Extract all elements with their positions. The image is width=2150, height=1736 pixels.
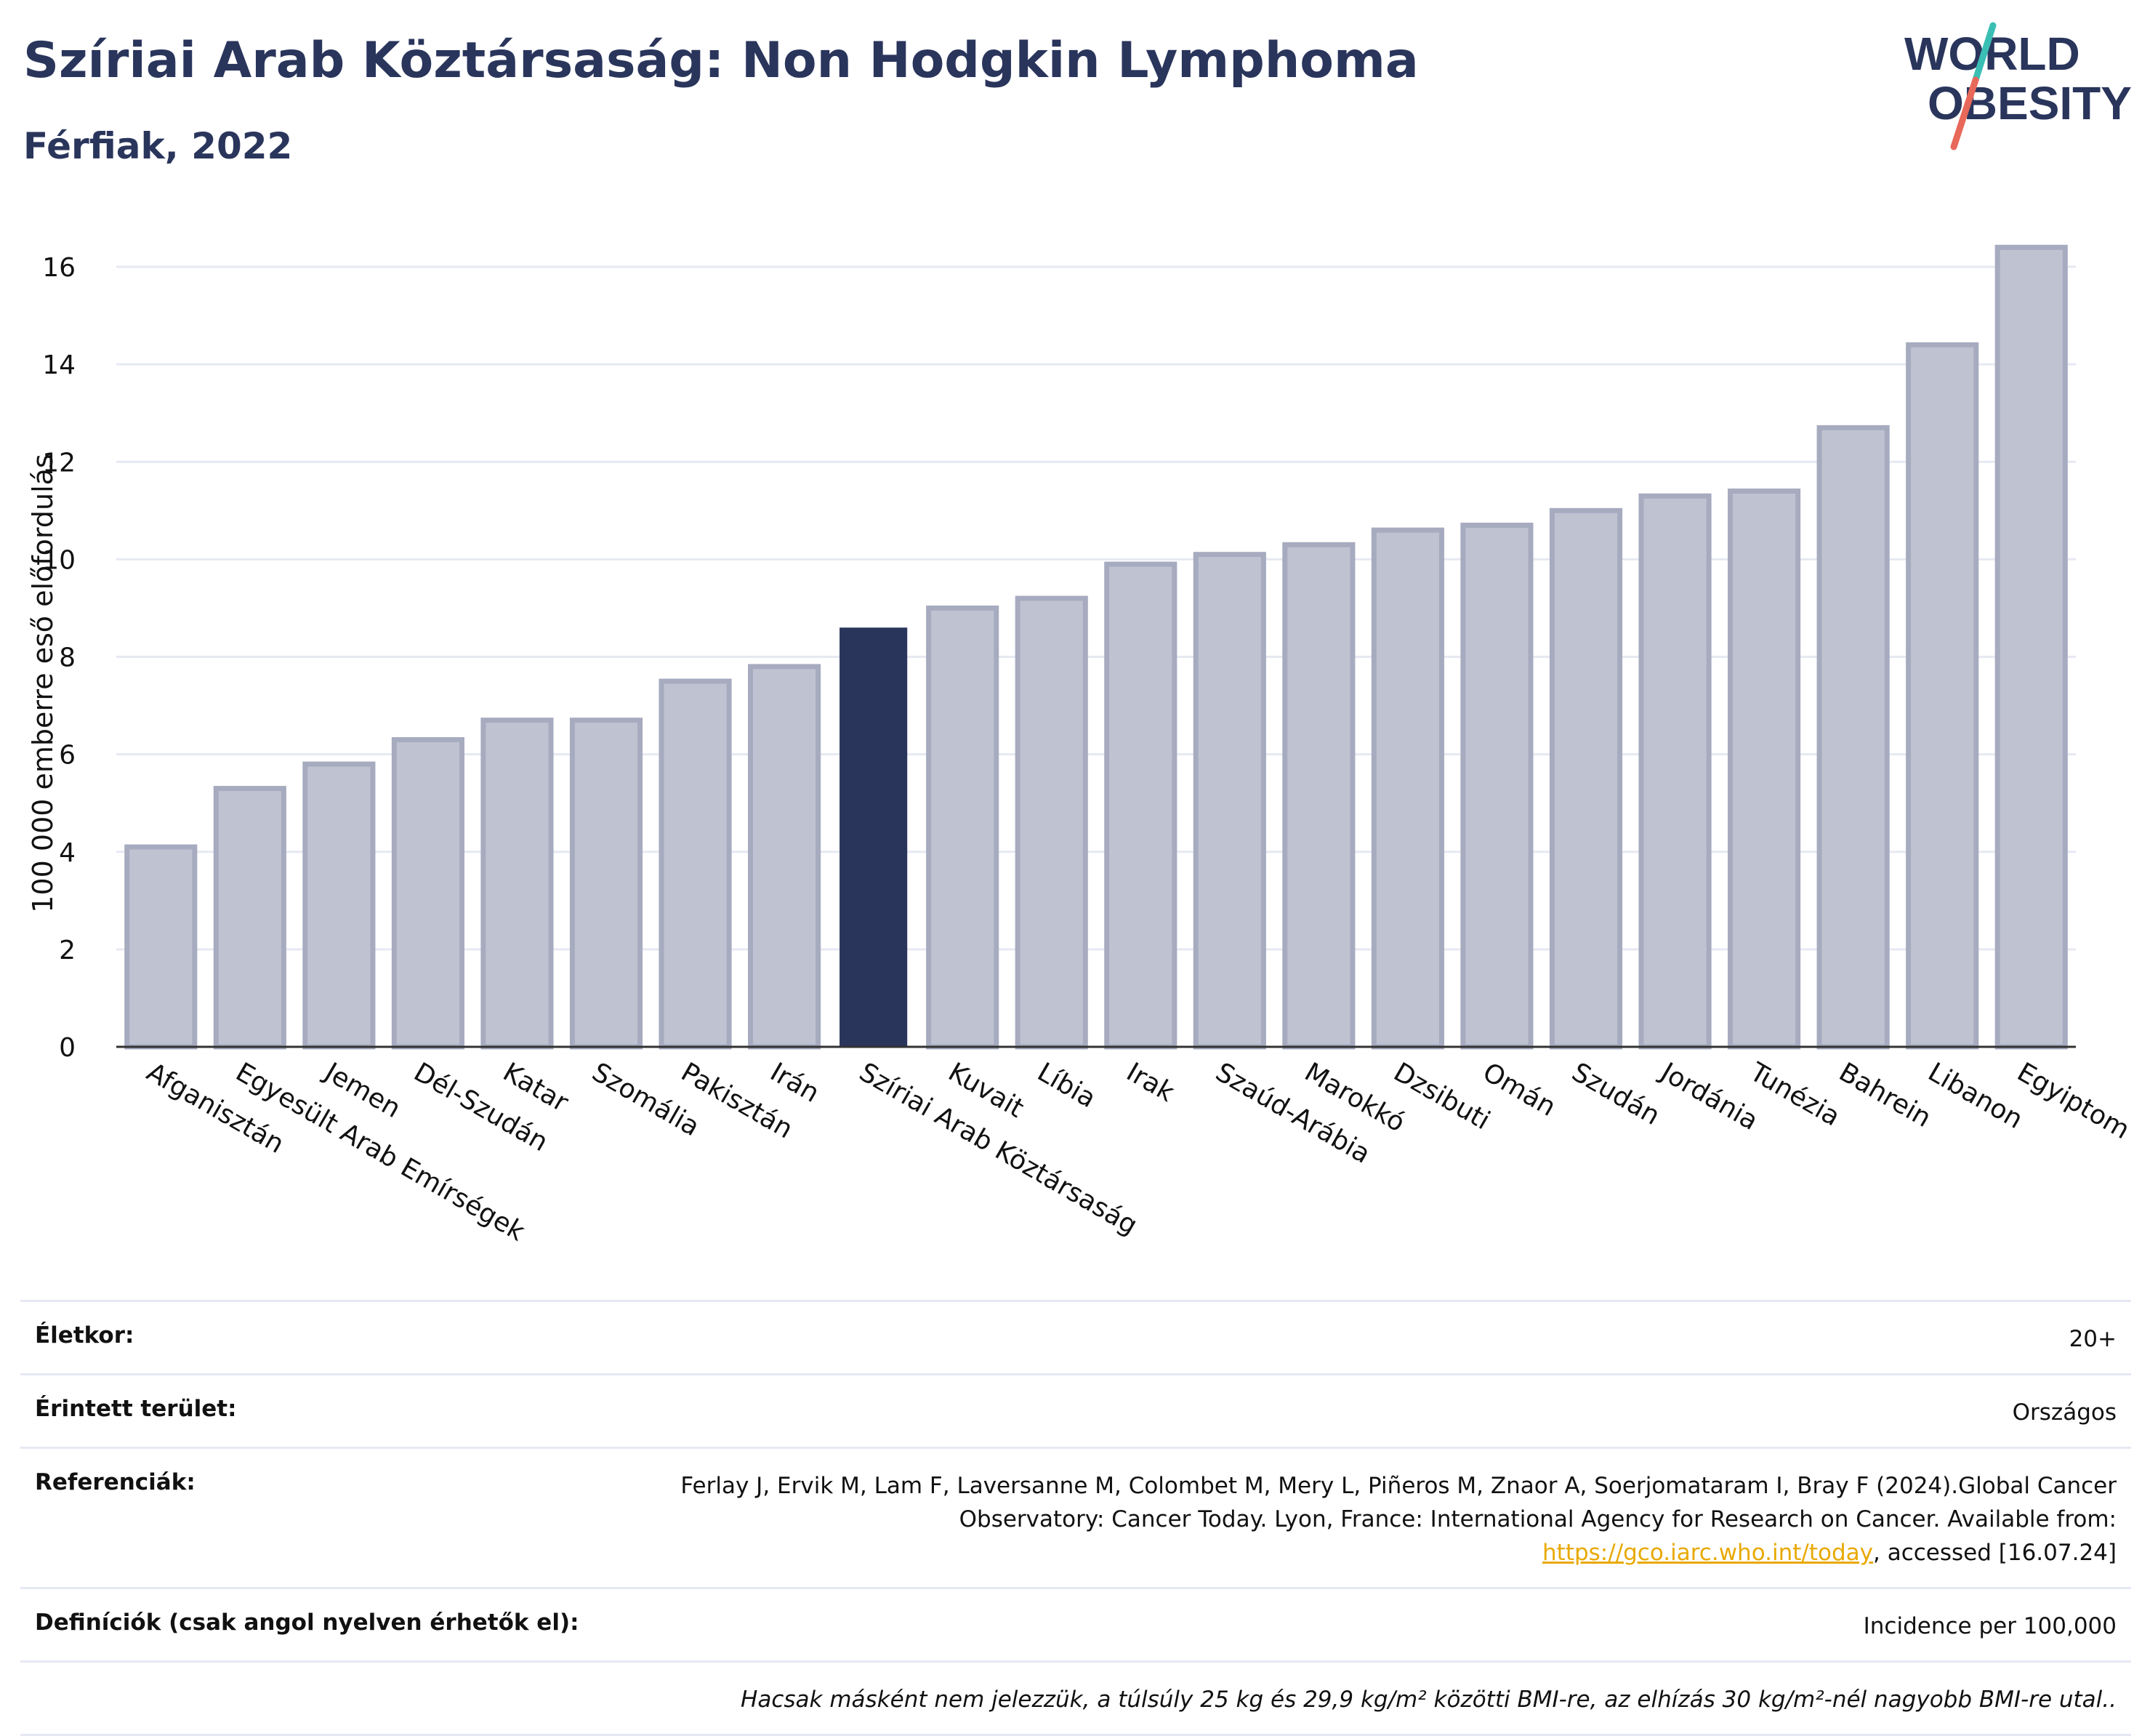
bar — [1104, 561, 1177, 1050]
x-tick-label: Tunézia — [1744, 1057, 1845, 1133]
bar — [569, 718, 643, 1050]
meta-note: Hacsak másként nem jelezzük, a túlsúly 2… — [741, 1687, 2117, 1713]
x-tick-label: Dzsibuti — [1388, 1057, 1494, 1136]
reference-text: Ferlay J, Ervik M, Lam F, Laversanne M, … — [680, 1473, 2117, 1532]
x-tick-label: Líbia — [1032, 1057, 1100, 1114]
x-tick-label: Szaúd-Arábia — [1210, 1057, 1375, 1170]
meta-age-label: Életkor: — [35, 1322, 134, 1349]
meta-row-age: Életkor: 20+ — [20, 1300, 2131, 1373]
x-tick-label: Egyiptom — [2012, 1057, 2135, 1145]
bar — [1994, 244, 2068, 1050]
metadata-table: Életkor: 20+ Érintett terület: Országos … — [20, 1300, 2131, 1736]
x-tick-label: Szudán — [1567, 1057, 1665, 1131]
x-tick-label: Jordánia — [1654, 1056, 1763, 1136]
chart-subtitle: Férfiak, 2022 — [23, 125, 293, 167]
meta-definitions-value: Incidence per 100,000 — [1863, 1613, 2117, 1639]
bar — [1906, 342, 1979, 1050]
meta-row-definitions: Definíciók (csak angol nyelven érhetők e… — [20, 1587, 2131, 1660]
logo-slash-coral — [1950, 76, 1979, 150]
logo-slash-teal — [1972, 22, 1997, 84]
meta-references-label: Referenciák: — [35, 1469, 196, 1495]
bar — [1549, 507, 1623, 1050]
bar — [748, 664, 821, 1050]
chart-title: Szíriai Arab Köztársaság: Non Hodgkin Ly… — [23, 32, 1419, 89]
y-tick-label: 12 — [42, 448, 76, 478]
bar — [1371, 527, 1444, 1050]
bars — [124, 244, 2068, 1050]
meta-row-note: Hacsak másként nem jelezzük, a túlsúly 2… — [20, 1660, 2131, 1736]
y-tick-label: 8 — [59, 643, 76, 673]
x-tick-label: Irán — [765, 1057, 824, 1109]
bar — [1816, 425, 1890, 1050]
bar — [659, 678, 732, 1050]
y-axis-ticks: 0 2 4 6 8 10 12 14 16 — [42, 253, 76, 1063]
bar — [1460, 522, 1534, 1050]
y-tick-label: 6 — [59, 741, 76, 771]
y-tick-label: 2 — [59, 936, 76, 965]
bar — [213, 786, 286, 1050]
meta-area-value: Országos — [2012, 1399, 2117, 1426]
bar — [302, 761, 376, 1050]
reference-link[interactable]: https://gco.iarc.who.int/today — [1542, 1540, 1873, 1566]
reference-accessed: , accessed [16.07.24] — [1872, 1540, 2117, 1566]
bar — [124, 844, 198, 1050]
meta-area-label: Érintett terület: — [35, 1396, 237, 1422]
meta-row-references: Referenciák: Ferlay J, Ervik M, Lam F, L… — [20, 1447, 2131, 1587]
meta-definitions-label: Definíciók (csak angol nyelven érhetők e… — [35, 1610, 579, 1636]
bar-highlighted — [840, 627, 908, 1047]
bar — [1728, 489, 1801, 1050]
y-axis-title: 100 000 emberre eső előfordulás — [27, 454, 59, 912]
y-tick-label: 0 — [59, 1033, 76, 1063]
bar — [480, 718, 554, 1050]
bar — [1193, 552, 1266, 1050]
bar — [1282, 542, 1356, 1050]
x-tick-label: Irak — [1122, 1057, 1180, 1108]
y-tick-label: 14 — [42, 350, 76, 380]
meta-row-area: Érintett terület: Országos — [20, 1373, 2131, 1447]
world-obesity-logo: WORLD OBESITY — [1904, 22, 2132, 150]
meta-age-value: 20+ — [2069, 1326, 2117, 1352]
x-tick-label: Bahrein — [1834, 1057, 1936, 1133]
bar — [926, 605, 999, 1050]
bar — [1015, 595, 1088, 1050]
bar — [1638, 493, 1712, 1050]
x-tick-label: Libanon — [1923, 1057, 2028, 1135]
y-tick-label: 10 — [42, 545, 76, 575]
y-tick-label: 4 — [59, 838, 76, 868]
bar — [391, 737, 464, 1050]
meta-references-value: Ferlay J, Ervik M, Lam F, Laversanne M, … — [627, 1469, 2117, 1570]
y-tick-label: 16 — [42, 253, 76, 283]
